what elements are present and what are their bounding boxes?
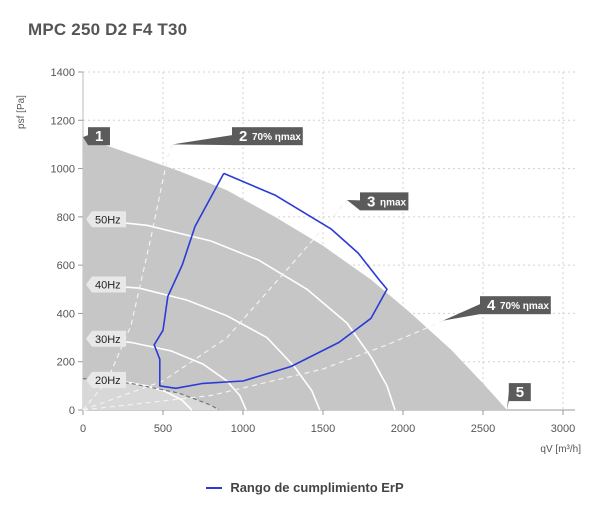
speed-curve xyxy=(90,218,396,411)
x-tick-label: 1500 xyxy=(311,423,335,435)
y-axis-label: psf [Pa] xyxy=(16,95,27,129)
marker-text: 70% ηmax xyxy=(252,132,301,143)
y-tick-label: 0 xyxy=(69,405,75,417)
marker-box xyxy=(232,127,303,146)
series-layer xyxy=(153,172,388,390)
marker-number: 4 xyxy=(487,297,496,314)
x-axis-label: qV [m³/h] xyxy=(540,444,581,455)
marker-pointer xyxy=(172,135,232,146)
x-tick-label: 2000 xyxy=(391,423,415,435)
speed-label-bg xyxy=(86,276,126,293)
marker-box xyxy=(88,127,110,146)
speed-label-text: 40Hz xyxy=(95,279,121,291)
marker-number: 5 xyxy=(516,384,524,401)
speed-label-bg xyxy=(86,330,126,347)
legend-label: Rango de cumplimiento ErP xyxy=(230,480,404,495)
speed-label-text: 20Hz xyxy=(95,375,121,387)
marker-1: 1 xyxy=(83,127,110,146)
ticks: 0 200 400 600 800 1000 1200 1400 0 500 1000 1500 200… xyxy=(51,67,576,435)
series-erp-line xyxy=(153,172,388,390)
y-tick-label: 1200 xyxy=(51,115,75,127)
speed-label-text: 30Hz xyxy=(95,334,121,346)
marker-3: 3 ηmax xyxy=(347,192,409,211)
y-tick-label: 600 xyxy=(57,260,75,272)
x-tick-label: 500 xyxy=(154,423,172,435)
y-tick-label: 400 xyxy=(57,308,75,320)
low-curve xyxy=(82,378,220,411)
speed-label-tag: 40Hz xyxy=(86,276,126,293)
marker-pointer xyxy=(507,391,509,410)
marker-5: 5 xyxy=(507,383,531,410)
marker-text: ηmax xyxy=(380,197,407,208)
x-tick-label: 2500 xyxy=(471,423,495,435)
legend-swatch xyxy=(206,486,223,489)
speed-label-tag: 20Hz xyxy=(86,371,126,388)
marker-number: 1 xyxy=(95,128,103,145)
y-tick-label: 200 xyxy=(57,357,75,369)
marker-pointer xyxy=(443,304,480,321)
speed-curve xyxy=(90,338,247,411)
efficiency-curve xyxy=(82,199,348,411)
y-tick-label: 800 xyxy=(57,212,75,224)
marker-text: 70% ηmax xyxy=(500,301,549,312)
speed-curve xyxy=(90,283,321,411)
speed-label-bg xyxy=(86,211,126,228)
speed-label-text: 50Hz xyxy=(95,214,121,226)
y-tick-label: 1400 xyxy=(51,67,75,79)
marker-2: 2 70% ηmax xyxy=(172,127,303,146)
marker-4: 4 70% ηmax xyxy=(443,296,551,321)
marker-number: 2 xyxy=(239,128,247,145)
y-tick-label: 1000 xyxy=(51,164,75,176)
marker-box xyxy=(480,296,551,315)
speed-label-tag: 30Hz xyxy=(86,330,126,347)
chart-title: MPC 250 D2 F4 T30 xyxy=(28,20,188,39)
marker-pointer xyxy=(347,199,360,211)
operating-area-fill xyxy=(83,137,507,410)
speed-label-tag: 50Hz xyxy=(86,211,126,228)
operating-area xyxy=(83,137,507,410)
marker-number: 3 xyxy=(367,193,375,210)
labels: 50Hz 40Hz 30Hz 20Hz 1 2 70% ηmax 3 ηmax 4 70% ηmax… xyxy=(83,127,551,410)
speed-label-bg xyxy=(86,371,126,388)
x-tick-label: 0 xyxy=(80,423,86,435)
marker-pointer xyxy=(83,135,88,146)
marker-box xyxy=(360,192,409,211)
x-tick-label: 1000 xyxy=(231,423,255,435)
marker-box xyxy=(508,383,531,402)
legend: Rango de cumplimiento ErP xyxy=(0,480,610,495)
x-tick-label: 3000 xyxy=(551,423,575,435)
